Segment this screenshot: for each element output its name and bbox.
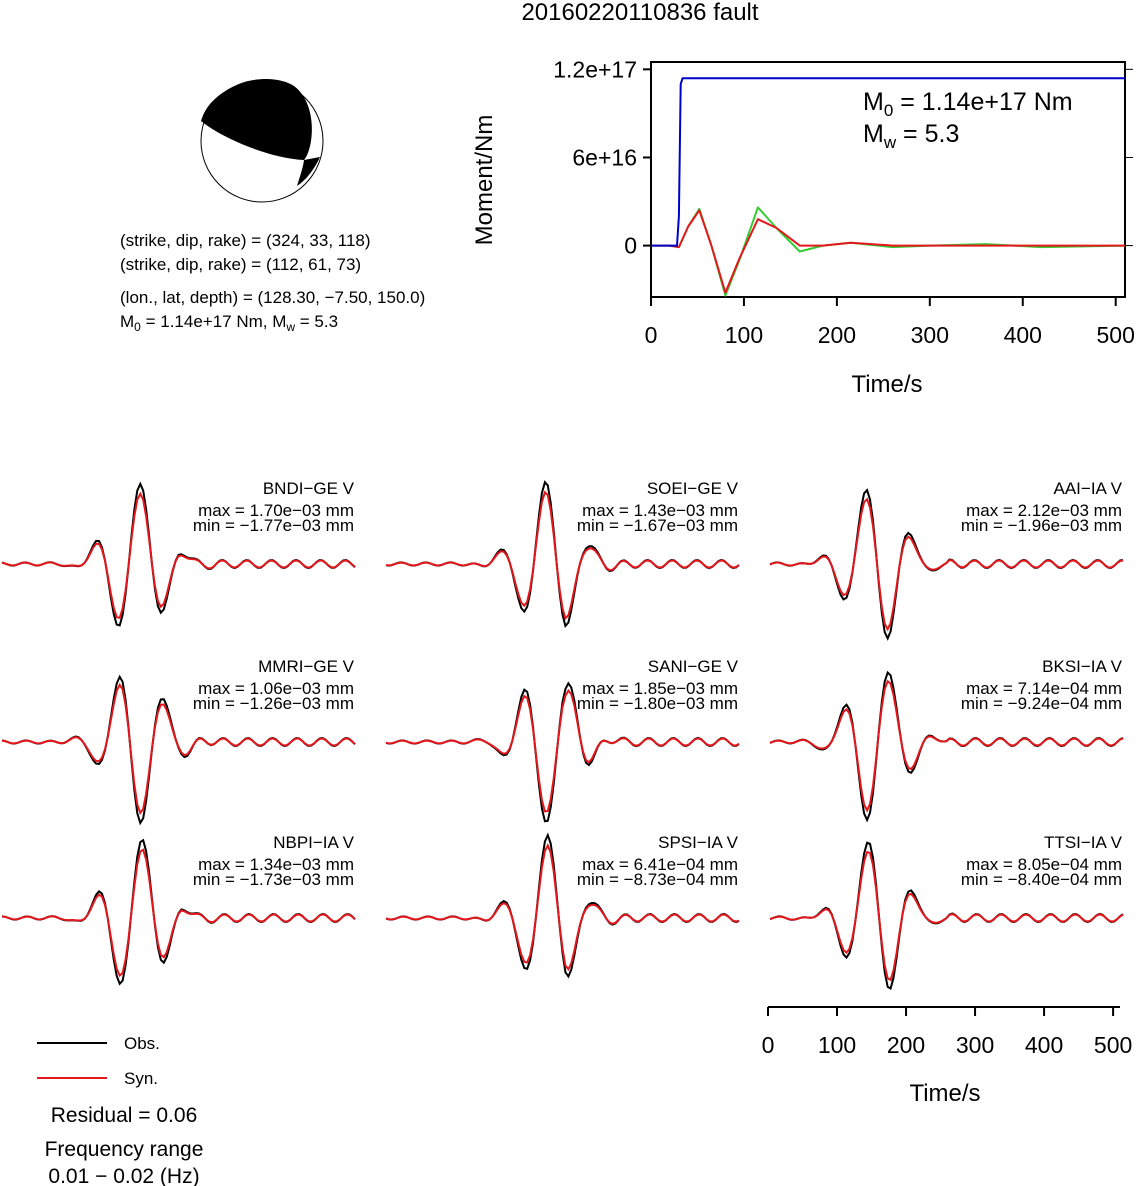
station-name: BKSI−IA V — [1042, 657, 1123, 676]
waveform-axis-ticks: 0 100 200 300 400 500 — [762, 1007, 1132, 1058]
waveform-x-tick-label: 0 — [762, 1032, 775, 1058]
legend: Obs. Syn. Residual = 0.06 Frequency rang… — [37, 1034, 203, 1186]
station-max: max = 6.41e−04 mm — [582, 855, 738, 874]
synthetic-trace — [769, 497, 1124, 632]
synthetic-trace — [385, 688, 740, 813]
moment-x-tick-label: 200 — [818, 322, 856, 348]
station-min: min = −8.73e−04 mm — [577, 870, 738, 889]
mechanism-line-2: (strike, dip, rake) = (112, 61, 73) — [120, 255, 361, 274]
station-max: max = 1.43e−03 mm — [582, 501, 738, 520]
station-max: max = 7.14e−04 mm — [966, 679, 1122, 698]
waveform-time-axis: 0 100 200 300 400 500 Time/s — [762, 1006, 1132, 1107]
moment-x-tick-label: 400 — [1004, 322, 1042, 348]
station-min: min = −1.26e−03 mm — [193, 694, 354, 713]
station-min: min = −8.40e−04 mm — [961, 870, 1122, 889]
synthetic-trace — [1, 848, 356, 978]
station-max: max = 8.05e−04 mm — [966, 855, 1122, 874]
station-name: SPSI−IA V — [658, 833, 739, 852]
mechanism-location: (lon., lat, depth) = (128.30, −7.50, 150… — [120, 288, 425, 307]
station-max: max = 1.70e−03 mm — [198, 501, 354, 520]
station-name: SOEI−GE V — [647, 479, 739, 498]
moment-y-tick-label: 0 — [624, 233, 637, 259]
station-max: max = 1.34e−03 mm — [198, 855, 354, 874]
moment-ticks: 0 6e+16 1.2e+17 0 100 200 300 400 500 — [553, 56, 1135, 348]
station-name: SANI−GE V — [648, 657, 739, 676]
station-max: max = 1.85e−03 mm — [582, 679, 738, 698]
waveform-x-tick-label: 400 — [1025, 1032, 1063, 1058]
mechanism-moment: M0 = 1.14e+17 Nm, Mw = 5.3 — [120, 312, 338, 334]
moment-y-tick-label: 6e+16 — [572, 144, 637, 170]
frequency-range: 0.01 − 0.02 (Hz) — [48, 1165, 199, 1186]
moment-x-tick-label: 0 — [645, 322, 658, 348]
moment-curve — [651, 77, 1125, 247]
station-min: min = −1.77e−03 mm — [193, 516, 354, 535]
station-min: min = −1.96e−03 mm — [961, 516, 1122, 535]
legend-obs-label: Obs. — [124, 1034, 160, 1053]
synthetic-trace — [769, 850, 1124, 982]
station-min: min = −9.24e−04 mm — [961, 694, 1122, 713]
moment-y-axis-label: Moment/Nm — [471, 115, 498, 246]
station-min: min = −1.73e−03 mm — [193, 870, 354, 889]
station-name: AAI−IA V — [1053, 479, 1122, 498]
synthetic-trace — [385, 490, 740, 621]
focal-mechanism-beachball — [200, 79, 324, 203]
frequency-label: Frequency range — [45, 1138, 204, 1161]
moment-label-m0: M0 = 1.14e+17 Nm — [863, 88, 1073, 120]
figure-title: 20160220110836 fault — [521, 0, 758, 26]
synthetic-trace — [385, 843, 740, 972]
station-name: BNDI−GE V — [263, 479, 355, 498]
moment-label-mw: Mw = 5.3 — [863, 120, 959, 152]
station-max: max = 1.06e−03 mm — [198, 679, 354, 698]
residual-text: Residual = 0.06 — [51, 1104, 198, 1127]
waveform-x-axis-label: Time/s — [909, 1080, 980, 1107]
station-name: NBPI−IA V — [273, 833, 354, 852]
moment-x-axis-label: Time/s — [851, 371, 922, 398]
waveform-x-tick-label: 300 — [956, 1032, 994, 1058]
moment-series — [651, 77, 1126, 297]
synthetic-trace — [769, 679, 1124, 813]
moment-rate-panel: 0 6e+16 1.2e+17 0 100 200 300 400 500 M0 = 1.14e… — [471, 56, 1135, 398]
waveform-x-tick-label: 200 — [887, 1032, 925, 1058]
legend-syn-label: Syn. — [124, 1069, 158, 1088]
station-name: MMRI−GE V — [258, 657, 355, 676]
station-name: TTSI−IA V — [1044, 833, 1123, 852]
moment-plot-frame — [650, 61, 1126, 298]
waveform-x-tick-label: 500 — [1094, 1032, 1132, 1058]
moment-x-tick-label: 300 — [911, 322, 949, 348]
waveform-x-tick-label: 100 — [818, 1032, 856, 1058]
stf-red-curve — [651, 209, 1125, 294]
moment-x-tick-label: 500 — [1097, 322, 1135, 348]
station-min: min = −1.67e−03 mm — [577, 516, 738, 535]
moment-x-tick-label: 100 — [725, 322, 763, 348]
mechanism-line-1: (strike, dip, rake) = (324, 33, 118) — [120, 231, 371, 250]
station-min: min = −1.80e−03 mm — [577, 694, 738, 713]
moment-y-tick-label: 1.2e+17 — [553, 56, 637, 82]
station-max: max = 2.12e−03 mm — [966, 501, 1122, 520]
synthetic-trace — [1, 491, 356, 619]
synthetic-trace — [1, 682, 356, 816]
